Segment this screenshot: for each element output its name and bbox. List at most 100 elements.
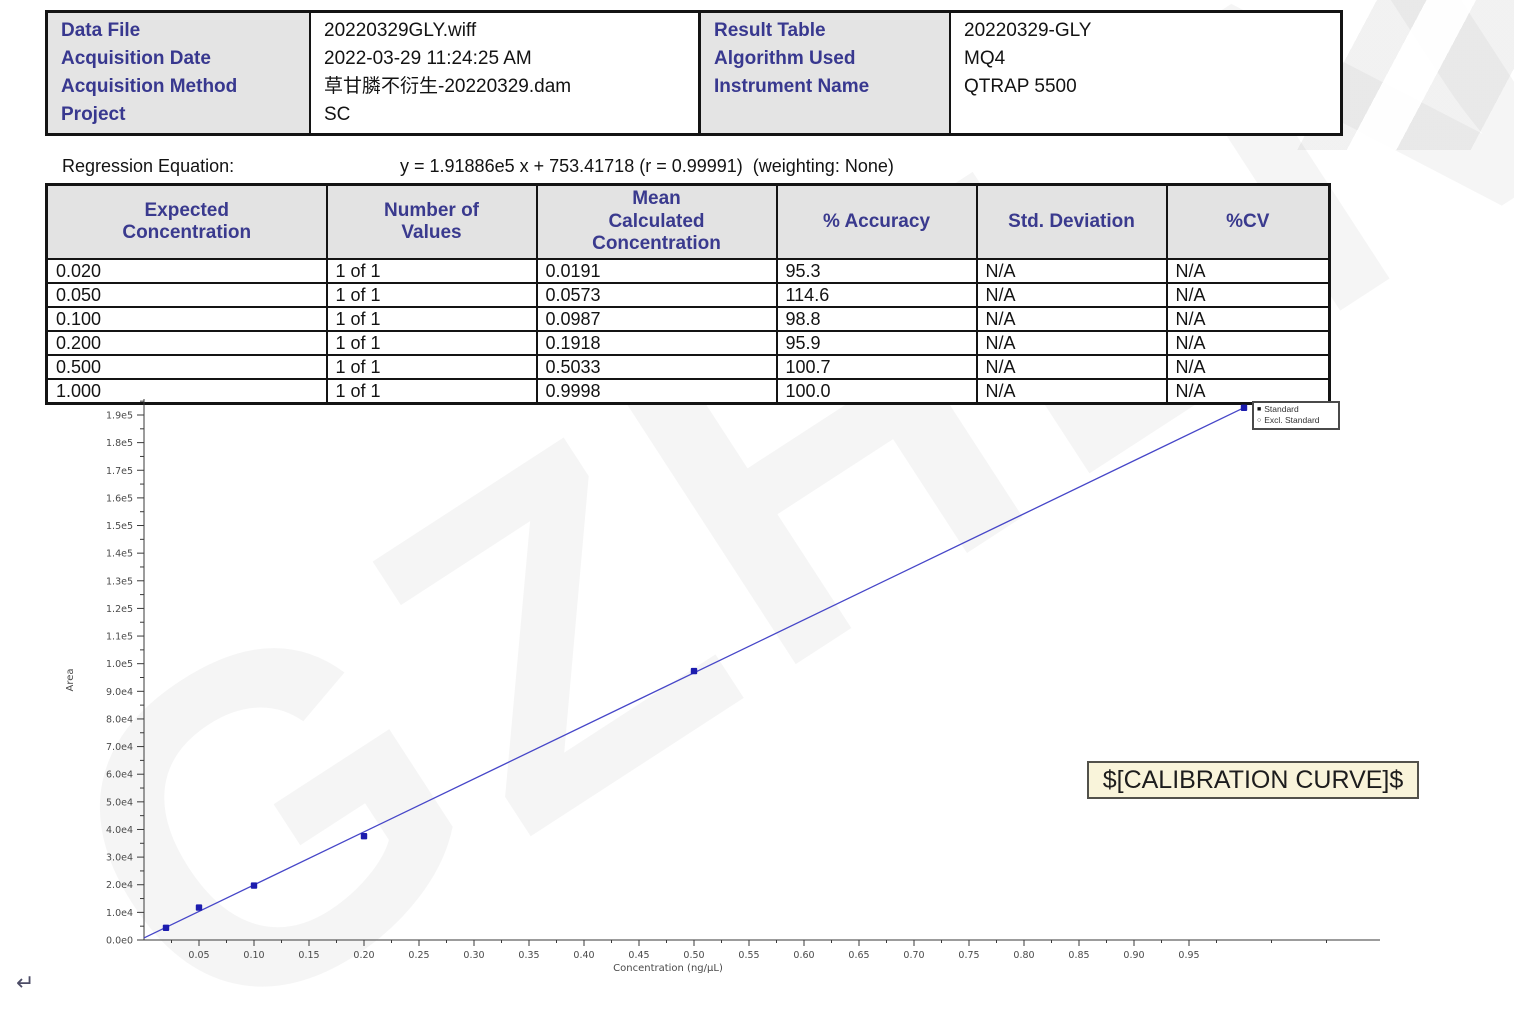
result-cell: 0.020 (45, 258, 328, 284)
legend-entry-standard: ■ Standard (1257, 404, 1335, 415)
acquisition-date-value: 2022-03-29 11:24:25 AM (324, 48, 532, 69)
x-tick-label: 0.15 (298, 950, 319, 961)
result-row: 0.050 1 of 1 0.0573 114.6 N/A N/A (45, 282, 1331, 308)
column-header: %CV (1165, 183, 1331, 260)
y-tick-label: 6.0e4 (106, 770, 133, 781)
excluded-marker-icon: ○ (1257, 417, 1262, 424)
project-label: Project (61, 104, 126, 125)
x-tick-label: 0.05 (188, 950, 209, 961)
calibration-results-table: Expected Concentration Number of Values Mean… (45, 183, 1331, 405)
x-axis-title: Concentration (ng/µL) (613, 963, 723, 974)
legend-entry-excluded: ○ Excl. Standard (1257, 415, 1335, 426)
y-tick-label: 1.5e5 (106, 521, 133, 532)
x-tick-label: 0.75 (958, 950, 979, 961)
x-tick-label: 0.50 (683, 950, 704, 961)
result-cell: 0.0987 (535, 306, 778, 332)
result-cell: N/A (1165, 354, 1331, 380)
result-cell: 95.3 (775, 258, 978, 284)
result-cell: N/A (1165, 378, 1331, 405)
data-file-value: 20220329GLY.wiff (324, 20, 477, 41)
legend-excluded-label: Excl. Standard (1264, 415, 1320, 425)
x-tick-label: 0.80 (1013, 950, 1034, 961)
instrument-name-label: Instrument Name (714, 76, 870, 97)
x-tick-label: 0.10 (243, 950, 264, 961)
regression-equation: y = 1.91886e5 x + 753.41718 (r = 0.99991… (400, 156, 894, 176)
result-cell: N/A (975, 282, 1168, 308)
result-cell: 1 of 1 (325, 306, 538, 332)
result-cell: 114.6 (775, 282, 978, 308)
result-cell: N/A (1165, 258, 1331, 284)
column-header: Expected Concentration (45, 183, 328, 260)
y-axis-title: Area (65, 668, 76, 691)
result-cell: 1 of 1 (325, 282, 538, 308)
file-info-right: Result Table Algorithm Used Instrument N… (698, 13, 1340, 133)
result-cell: 100.7 (775, 354, 978, 380)
result-cell: 1 of 1 (325, 330, 538, 356)
x-tick-label: 0.70 (903, 950, 924, 961)
y-tick-label: 1.8e5 (106, 438, 133, 449)
y-tick-label: 7.0e4 (106, 742, 133, 753)
result-cell: 0.500 (45, 354, 328, 380)
y-tick-label: 8.0e4 (106, 714, 133, 725)
y-tick-label: 1.2e5 (106, 604, 133, 615)
y-tick-label: 5.0e4 (106, 797, 133, 808)
result-cell: 1 of 1 (325, 378, 538, 405)
x-tick-label: 0.35 (518, 950, 539, 961)
file-info-right-values: 20220329-GLY MQ4 QTRAP 5500 (951, 13, 1340, 133)
result-cell: 0.0191 (535, 258, 778, 284)
acquisition-method-label: Acquisition Method (61, 76, 238, 97)
results-header-row: Expected Concentration Number of Values Mean… (45, 183, 1331, 260)
result-cell: 100.0 (775, 378, 978, 405)
calibration-curve-tag-text: $[CALIBRATION CURVE]$ (1102, 765, 1404, 794)
data-file-label: Data File (61, 20, 141, 41)
result-cell: 0.5033 (535, 354, 778, 380)
y-tick-label: 1.0e5 (106, 659, 133, 670)
result-row: 0.200 1 of 1 0.1918 95.9 N/A N/A (45, 330, 1331, 356)
data-point (360, 833, 368, 840)
results-table: Expected Concentration Number of Values Mean… (45, 183, 1331, 405)
result-cell: N/A (1165, 330, 1331, 356)
y-tick-label: 1.4e5 (106, 549, 133, 560)
x-tick-label: 0.20 (353, 950, 374, 961)
y-tick-label: 0.0e0 (106, 936, 133, 947)
result-cell: N/A (975, 378, 1168, 405)
y-tick-label: 1.1e5 (106, 632, 133, 643)
result-cell: N/A (975, 258, 1168, 284)
column-header: Number of Values (325, 183, 538, 260)
file-info-left: Data File Acquisition Date Acquisition M… (48, 13, 698, 133)
y-tick-label: 1.3e5 (106, 576, 133, 587)
result-row: 1.000 1 of 1 0.9998 100.0 N/A N/A (45, 378, 1331, 405)
result-cell: 98.8 (775, 306, 978, 332)
column-header: Std. Deviation (975, 183, 1168, 260)
return-mark: ↵ (16, 970, 35, 995)
x-tick-label: 0.40 (573, 950, 594, 961)
file-info-left-labels: Data File Acquisition Date Acquisition M… (48, 13, 311, 133)
data-point (162, 924, 170, 931)
y-tick-label: 1.6e5 (106, 493, 133, 504)
result-cell: N/A (975, 330, 1168, 356)
x-tick-label: 0.65 (848, 950, 869, 961)
result-cell: N/A (975, 354, 1168, 380)
y-tick-label: 1.0e4 (106, 908, 133, 919)
x-tick-label: 0.85 (1068, 950, 1089, 961)
result-cell: 0.0573 (535, 282, 778, 308)
project-value: SC (324, 104, 351, 125)
result-row: 0.020 1 of 1 0.0191 95.3 N/A N/A (45, 258, 1331, 284)
data-point (1240, 404, 1248, 412)
result-cell: 95.9 (775, 330, 978, 356)
calibration-chart: 0.0e0 1.0e4 2.0e4 3.0e4 4.0e4 5.0e4 6.0e4 7.0e4… (60, 393, 1400, 993)
x-tick-label: 0.90 (1123, 950, 1144, 961)
result-row: 0.500 1 of 1 0.5033 100.7 N/A N/A (45, 354, 1331, 380)
result-cell: 1 of 1 (325, 258, 538, 284)
result-cell: N/A (975, 306, 1168, 332)
regression-line: Regression Equation: y = 1.91886e5 x + 7… (62, 156, 1162, 177)
y-tick-label: 1.9e5 (106, 410, 133, 421)
data-point (250, 882, 258, 889)
data-point (690, 667, 698, 675)
calibration-chart-canvas: 0.0e0 1.0e4 2.0e4 3.0e4 4.0e4 5.0e4 6.0e4 7.0e4… (65, 399, 1380, 974)
chart-legend: ■ Standard ○ Excl. Standard (1252, 401, 1340, 430)
algorithm-used-label: Algorithm Used (714, 48, 856, 69)
result-cell: 0.100 (45, 306, 328, 332)
standard-marker-icon: ■ (1257, 406, 1262, 413)
